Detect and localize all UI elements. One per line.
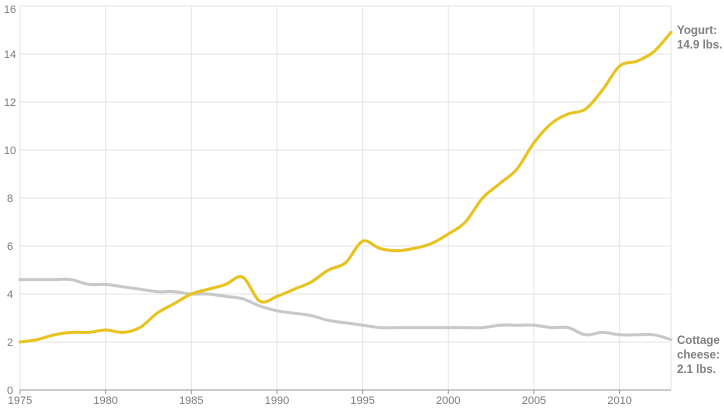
y-tick-label: 16 [4, 4, 16, 16]
x-tick-label: 1990 [265, 395, 289, 407]
y-tick-label: 2 [7, 337, 13, 349]
end-label-line: 14.9 lbs. [677, 40, 722, 52]
y-tick-label: 14 [4, 49, 16, 61]
y-tick-label: 6 [7, 241, 13, 253]
end-label-cottage: Cottage cheese: 2.1 lbs. [677, 335, 720, 376]
tick-labels: 0 2 4 6 8 10 12 14 16 1975 1980 1985 1990 1995 2000 200… [4, 4, 632, 407]
series-lines [18, 30, 673, 344]
end-label-line: Yogurt: [677, 25, 717, 37]
end-label-line: 2.1 lbs. [677, 364, 716, 376]
series-end-labels: Yogurt: 14.9 lbs. Cottage cheese: 2.1 lbs. [677, 25, 722, 376]
end-label-line: cheese: [677, 350, 720, 362]
x-tick-label: 1985 [179, 395, 203, 407]
y-tick-label: 8 [7, 193, 13, 205]
x-tick-label: 1975 [8, 395, 32, 407]
x-tick-label: 2005 [522, 395, 546, 407]
x-tick-label: 1980 [93, 395, 117, 407]
x-tick-label: 2010 [607, 395, 631, 407]
series-line-cottage [18, 277, 673, 342]
y-tick-label: 0 [7, 385, 13, 397]
axes [19, 389, 671, 394]
x-tick-label: 2000 [436, 395, 460, 407]
y-tick-label: 10 [4, 145, 16, 157]
series-line-yogurt [18, 30, 673, 344]
x-tick-label: 1995 [350, 395, 374, 407]
end-label-line: Cottage [677, 335, 720, 347]
y-tick-label: 12 [4, 97, 16, 109]
end-label-yogurt: Yogurt: 14.9 lbs. [677, 25, 722, 52]
y-tick-label: 4 [7, 289, 13, 301]
